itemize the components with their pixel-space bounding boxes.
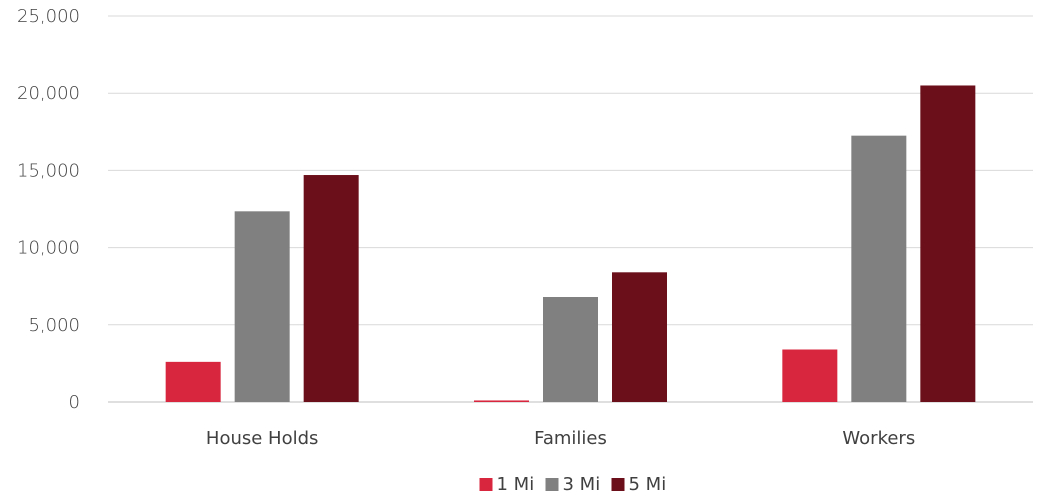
y-tick-label: 25,000 [17,6,80,27]
x-category-label: House Holds [206,428,318,449]
legend-label: 3 Mi [563,474,601,495]
y-axis-ticks: 0 5,000 10,000 15,000 20,000 25,000 [17,6,80,413]
x-axis-categories: House Holds Families Workers [206,428,915,449]
y-tick-label: 5,000 [28,315,80,336]
legend-swatch [611,478,625,491]
x-category-label: Workers [842,428,915,449]
legend: 1 Mi 3 Mi 5 Mi [479,474,667,495]
bar [612,272,667,402]
legend-label: 5 Mi [629,474,667,495]
bars [165,85,976,402]
bar [920,85,976,402]
y-tick-label: 15,000 [17,160,80,181]
bar [851,135,907,402]
y-tick-label: 10,000 [17,238,80,259]
legend-swatch [545,478,559,491]
y-tick-label: 20,000 [17,83,80,104]
bar [303,175,359,402]
bar [782,349,838,402]
bar [234,211,290,402]
legend-label: 1 Mi [497,474,535,495]
y-tick-label: 0 [69,392,80,413]
bar [474,400,529,402]
bar [543,297,598,402]
legend-swatch [479,478,493,491]
x-category-label: Families [534,428,607,449]
bar [165,361,221,402]
